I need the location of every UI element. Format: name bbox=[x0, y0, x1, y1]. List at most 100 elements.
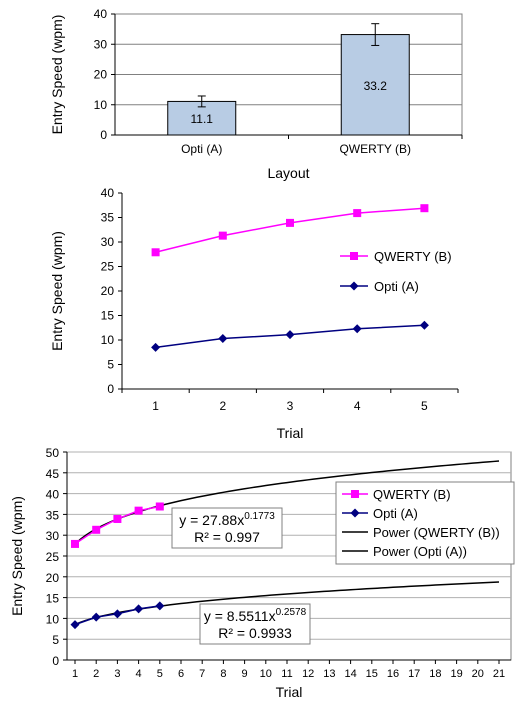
x-tick-label: 1 bbox=[152, 399, 159, 413]
bar-chart: 0 10 20 30 40 11.1 Opti (A) 33.2 QWERTY (B) Layou… bbox=[49, 7, 463, 181]
legend-label: QWERTY (B) bbox=[373, 487, 451, 502]
y-tick-label: 40 bbox=[101, 186, 115, 200]
x-tick-label: 4 bbox=[354, 399, 361, 413]
y-tick-label: 5 bbox=[107, 358, 114, 372]
data-point bbox=[419, 320, 429, 330]
trend-equation: y = 27.88x0.1773 bbox=[179, 511, 275, 528]
x-tick-label: 11 bbox=[281, 668, 292, 680]
data-point bbox=[134, 604, 144, 614]
data-point bbox=[113, 514, 122, 523]
data-point bbox=[420, 204, 429, 213]
legend-label: Power (Opti (A)) bbox=[373, 544, 467, 559]
x-tick-label: 7 bbox=[199, 668, 205, 680]
r-squared: R² = 0.9933 bbox=[218, 625, 292, 641]
y-tick-label: 30 bbox=[94, 37, 108, 51]
x-tick-label: 17 bbox=[408, 668, 420, 680]
data-label: 11.1 bbox=[191, 112, 214, 126]
y-tick-label: 0 bbox=[100, 128, 107, 142]
x-tick-label: 19 bbox=[450, 668, 462, 680]
equation-box bbox=[171, 507, 283, 549]
x-tick-label: 9 bbox=[242, 668, 248, 680]
legend-marker bbox=[351, 490, 359, 498]
data-point bbox=[134, 506, 143, 515]
x-tick-label: 5 bbox=[157, 668, 163, 680]
equation-box bbox=[199, 603, 311, 645]
data-point bbox=[353, 209, 362, 218]
y-tick-label: 20 bbox=[46, 571, 60, 585]
series-line bbox=[155, 207, 425, 254]
y-tick-label: 10 bbox=[101, 333, 115, 347]
data-point bbox=[151, 248, 160, 257]
y-tick-label: 40 bbox=[46, 488, 60, 502]
y-tick-label: 20 bbox=[101, 284, 115, 298]
x-tick-label: Opti (A) bbox=[181, 142, 222, 156]
series-line bbox=[74, 505, 160, 545]
x-axis-title: Layout bbox=[267, 165, 309, 181]
data-point bbox=[112, 609, 122, 619]
y-tick-label: 30 bbox=[46, 529, 60, 543]
x-tick-label: 3 bbox=[287, 399, 294, 413]
y-tick-label: 0 bbox=[107, 382, 114, 396]
x-tick-label: 18 bbox=[429, 668, 441, 680]
x-tick-label: 15 bbox=[366, 668, 378, 680]
y-axis-title: Entry Speed (wpm) bbox=[49, 231, 65, 351]
x-tick-label: 6 bbox=[178, 668, 184, 680]
y-tick-label: 25 bbox=[46, 550, 60, 564]
data-point bbox=[218, 334, 228, 344]
legend-label: Opti (A) bbox=[374, 279, 419, 294]
legend-marker bbox=[349, 281, 359, 291]
y-tick-label: 10 bbox=[94, 98, 108, 112]
legend-marker bbox=[350, 508, 360, 518]
x-tick-label: QWERTY (B) bbox=[339, 142, 411, 156]
x-tick-label: 20 bbox=[472, 668, 484, 680]
data-point bbox=[70, 620, 80, 630]
x-tick-label: 2 bbox=[219, 399, 226, 413]
data-point bbox=[71, 539, 79, 548]
x-tick-label: 2 bbox=[93, 668, 99, 680]
y-tick-label: 20 bbox=[94, 68, 108, 82]
legend-marker bbox=[350, 252, 358, 260]
legend-label: Power (QWERTY (B)) bbox=[373, 525, 500, 540]
y-tick-label: 35 bbox=[46, 508, 60, 522]
x-tick-label: 4 bbox=[136, 668, 142, 680]
data-point bbox=[285, 330, 295, 340]
x-tick-label: 12 bbox=[302, 668, 314, 680]
x-axis-title: Trial bbox=[277, 425, 304, 441]
data-point bbox=[218, 231, 227, 240]
data-label: 33.2 bbox=[364, 79, 388, 93]
y-tick-label: 5 bbox=[52, 633, 59, 647]
data-point bbox=[155, 601, 165, 611]
y-tick-label: 50 bbox=[46, 446, 60, 460]
y-tick-label: 10 bbox=[46, 612, 60, 626]
x-tick-label: 10 bbox=[260, 668, 272, 680]
equation-exponent: 0.1773 bbox=[244, 511, 275, 522]
y-tick-label: 40 bbox=[94, 7, 108, 21]
y-tick-label: 15 bbox=[46, 592, 60, 606]
x-tick-label: 21 bbox=[493, 668, 505, 680]
y-axis-title: Entry Speed (wpm) bbox=[9, 496, 25, 616]
data-point bbox=[151, 342, 161, 352]
y-tick-label: 30 bbox=[101, 235, 115, 249]
y-tick-label: 25 bbox=[101, 260, 115, 274]
x-axis-title: Trial bbox=[276, 684, 303, 700]
data-point bbox=[352, 324, 362, 334]
data-point bbox=[92, 525, 101, 534]
x-tick-label: 8 bbox=[220, 668, 226, 680]
y-tick-label: 0 bbox=[52, 654, 59, 668]
data-point bbox=[286, 218, 294, 227]
data-point bbox=[155, 502, 164, 511]
legend-label: Opti (A) bbox=[373, 506, 418, 521]
x-tick-label: 5 bbox=[421, 399, 428, 413]
r-squared: R² = 0.997 bbox=[194, 529, 260, 545]
x-tick-label: 13 bbox=[323, 668, 335, 680]
x-tick-label: 3 bbox=[114, 668, 120, 680]
legend-label: QWERTY (B) bbox=[374, 249, 452, 264]
trend-equation: y = 8.5511x0.2578 bbox=[204, 607, 307, 624]
y-tick-label: 45 bbox=[46, 467, 60, 481]
equation-exponent: 0.2578 bbox=[276, 607, 307, 618]
y-axis-title: Entry Speed (wpm) bbox=[49, 15, 65, 135]
data-point bbox=[91, 612, 101, 622]
x-tick-label: 16 bbox=[387, 668, 399, 680]
y-tick-label: 35 bbox=[101, 211, 115, 225]
